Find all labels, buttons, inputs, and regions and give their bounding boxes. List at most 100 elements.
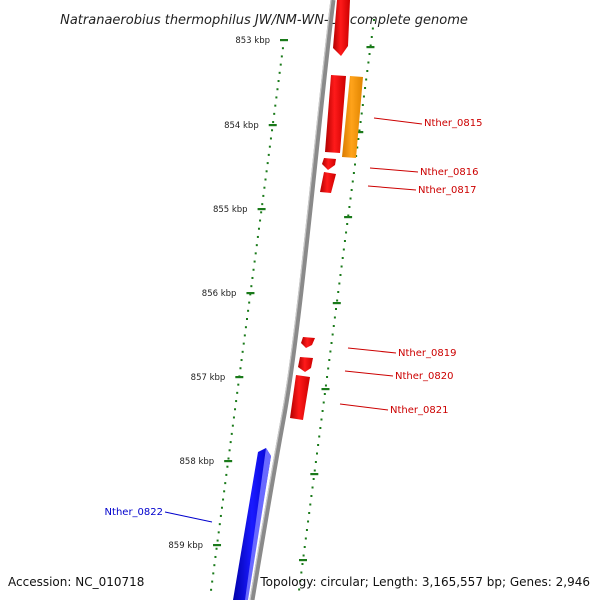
tick-dot (298, 588, 301, 591)
tick-dot (274, 104, 277, 107)
tick-dot (262, 194, 265, 197)
tick-dot (304, 537, 307, 540)
gene-label[interactable]: Nther_0817 (418, 185, 476, 196)
tick-dot (314, 461, 317, 463)
tick-dot (234, 408, 237, 411)
tick-dot (232, 416, 235, 419)
tick-dot (301, 563, 304, 565)
genome-backbone-highlight (249, 0, 332, 600)
tick-dot (280, 55, 283, 58)
tick-dot (348, 206, 351, 208)
gene-label[interactable]: Nther_0816 (420, 167, 478, 178)
tick-dot (255, 244, 258, 247)
tick-dot (227, 457, 230, 460)
gene-feature[interactable] (301, 337, 315, 348)
topology-text: Topology: circular; Length: 3,165,557 bp… (259, 575, 590, 589)
gene-feature[interactable] (320, 172, 336, 193)
tick-dot (347, 214, 350, 217)
tick-dot (320, 418, 323, 421)
tick-dot (350, 189, 353, 191)
tick-dot (342, 248, 345, 251)
tick-dot (240, 359, 243, 362)
tick-dot (246, 318, 248, 320)
tick-dot (249, 293, 252, 296)
tick-dot (329, 350, 332, 353)
tick-dot (364, 87, 367, 89)
tick-dot (237, 383, 240, 386)
gene-feature[interactable] (298, 357, 313, 372)
tick-dot (257, 227, 260, 230)
scale-tick-label: 859 kbp (168, 541, 203, 551)
tick-dot (307, 520, 310, 523)
genome-backbone (249, 0, 336, 600)
scale-tick-label: 853 kbp (235, 36, 270, 46)
tick-dot (265, 170, 268, 173)
gene-label[interactable]: Nther_0822 (105, 507, 163, 518)
tick-dot (244, 326, 247, 329)
tick-dot (266, 162, 269, 165)
major-tick (280, 39, 288, 42)
major-tick (268, 124, 277, 127)
tick-dot (302, 554, 305, 557)
tick-dot (324, 384, 327, 387)
tick-dot (251, 276, 254, 279)
tick-dot (339, 274, 342, 276)
gene-feature[interactable] (325, 75, 346, 153)
gene-feature[interactable] (290, 375, 310, 420)
tick-dot (311, 486, 314, 489)
gene-leader-line (339, 403, 389, 411)
major-tick (321, 388, 330, 391)
tick-dot (333, 316, 336, 319)
major-tick (344, 216, 353, 219)
tick-dot (228, 449, 231, 452)
gene-labels: Nther_0815 Nther_0816 Nther_0817 Nther_0819… (105, 117, 482, 523)
tick-dot (332, 325, 335, 327)
tick-dot (225, 473, 228, 476)
tick-dot (351, 180, 354, 183)
gene-feature[interactable] (322, 158, 336, 170)
gene-label[interactable]: Nther_0821 (390, 405, 448, 416)
tick-dot (340, 265, 343, 268)
tick-dot (226, 465, 229, 468)
tick-dot (223, 490, 226, 493)
tick-dot (323, 393, 326, 395)
tick-dot (218, 523, 221, 526)
tick-dot (269, 137, 272, 140)
gene-feature[interactable] (342, 76, 363, 158)
tick-dot (259, 219, 262, 222)
tick-dot (349, 197, 352, 200)
tick-dot (252, 268, 255, 271)
gene-leader-line (367, 185, 417, 191)
gene-label[interactable]: Nther_0820 (395, 371, 453, 382)
tick-dot (352, 172, 355, 174)
gene-label[interactable]: Nther_0815 (424, 118, 482, 129)
tick-dot (331, 333, 334, 336)
tick-dot (335, 308, 337, 310)
tick-dot (215, 547, 218, 550)
tick-dot (371, 27, 374, 30)
accession-text: Accession: NC_010718 (8, 575, 144, 589)
gene-feature-highlight (245, 448, 271, 600)
tick-dot (362, 95, 365, 98)
tick-dot (337, 291, 340, 293)
gene-label[interactable]: Nther_0819 (398, 348, 456, 359)
tick-dot (210, 588, 213, 591)
tick-dot (272, 121, 275, 124)
tick-dot (357, 138, 360, 140)
tick-dot (354, 163, 356, 166)
tick-dot (312, 478, 315, 480)
tick-dot (242, 342, 245, 345)
tick-dot (261, 203, 264, 206)
scale-tick-label: 857 kbp (191, 373, 226, 383)
tick-dot (322, 401, 325, 404)
scale-labels: 853 kbp 854 kbp 855 kbp 856 kbp 857 kbp 858 k… (168, 36, 270, 551)
major-tick (246, 292, 255, 295)
tick-dot (241, 350, 244, 353)
tick-dot (345, 231, 348, 234)
tick-dot (368, 53, 371, 55)
tick-dot (305, 529, 308, 531)
tick-dot (356, 146, 359, 149)
tick-dot (309, 503, 312, 506)
gene-feature[interactable] (333, 0, 350, 56)
